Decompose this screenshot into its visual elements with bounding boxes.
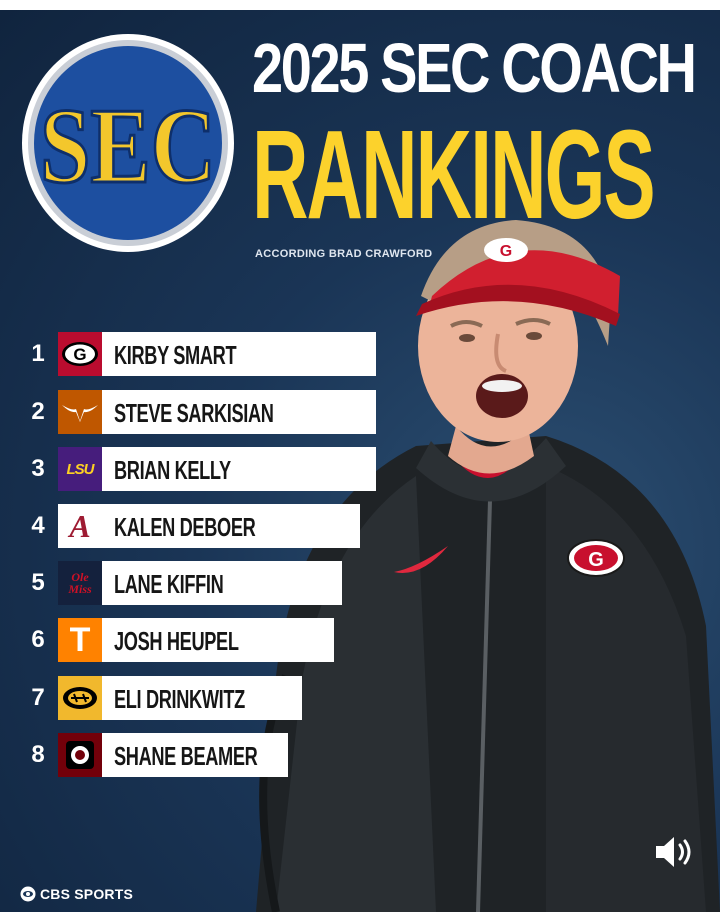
texas-longhorn-logo-icon: [58, 390, 102, 434]
rank-number: 1: [31, 340, 45, 367]
coach-name: ELI DRINKWITZ: [114, 684, 245, 714]
coach-name: KALEN DEBOER: [114, 512, 256, 542]
name-bar: BRIAN KELLY: [102, 447, 376, 491]
name-bar: ELI DRINKWITZ: [102, 676, 302, 720]
sec-logo-text: SEC: [40, 87, 216, 206]
top-strip: [0, 0, 720, 10]
alabama-a-logo-icon: A: [58, 504, 102, 548]
name-bar: SHANE BEAMER: [102, 733, 288, 777]
badge-text: LSU: [66, 460, 95, 478]
badge-text: A: [69, 507, 91, 544]
coach-name: JOSH HEUPEL: [114, 626, 239, 656]
cbs-sports-logo: CBS SPORTS: [20, 886, 133, 902]
lsu-logo-icon: LSU: [58, 447, 102, 491]
coach-name: SHANE BEAMER: [114, 741, 258, 771]
rank-number: 2: [31, 398, 45, 425]
south-carolina-logo-icon: [58, 733, 102, 777]
title-line-2: RANKINGS: [252, 104, 656, 245]
badge-text: T: [69, 620, 91, 659]
tennessee-t-logo-icon: T: [58, 618, 102, 662]
coach-photo: G G: [256, 220, 720, 912]
ole-miss-logo-icon: Ole Miss: [58, 561, 102, 605]
rank-number: 4: [31, 512, 45, 539]
cbs-eye-icon: [20, 886, 36, 902]
speaker-icon[interactable]: [652, 832, 696, 872]
title-line-1: 2025 SEC COACH: [252, 29, 697, 107]
rank-number: 3: [31, 455, 45, 482]
coach-name: BRIAN KELLY: [114, 455, 231, 485]
svg-text:G: G: [588, 549, 604, 571]
missouri-tiger-logo-icon: [58, 676, 102, 720]
cbs-sports-text: CBS SPORTS: [40, 886, 134, 902]
name-bar: KALEN DEBOER: [102, 504, 360, 548]
coach-name: KIRBY SMART: [114, 340, 237, 370]
georgia-g-logo-icon: G: [58, 332, 102, 376]
name-bar: JOSH HEUPEL: [102, 618, 334, 662]
credit-text: ACCORDING BRAD CRAWFORD: [255, 248, 433, 260]
rank-number: 6: [31, 626, 45, 653]
badge-text: Ole Miss: [68, 570, 92, 596]
rankings-graphic: SEC 2025 SEC COACH RANKINGS ACCORDING BR…: [0, 10, 720, 912]
rank-number: 5: [31, 569, 45, 596]
name-bar: STEVE SARKISIAN: [102, 390, 376, 434]
rank-number: 8: [31, 741, 45, 768]
sec-logo: SEC: [22, 34, 234, 252]
name-bar: KIRBY SMART: [102, 332, 376, 376]
name-bar: LANE KIFFIN: [102, 561, 342, 605]
svg-text:G: G: [500, 243, 512, 260]
coach-name: STEVE SARKISIAN: [114, 398, 274, 428]
coach-name: LANE KIFFIN: [114, 569, 224, 599]
svg-text:G: G: [73, 345, 86, 364]
bottom-strip: [0, 912, 720, 923]
rank-number: 7: [31, 684, 45, 711]
